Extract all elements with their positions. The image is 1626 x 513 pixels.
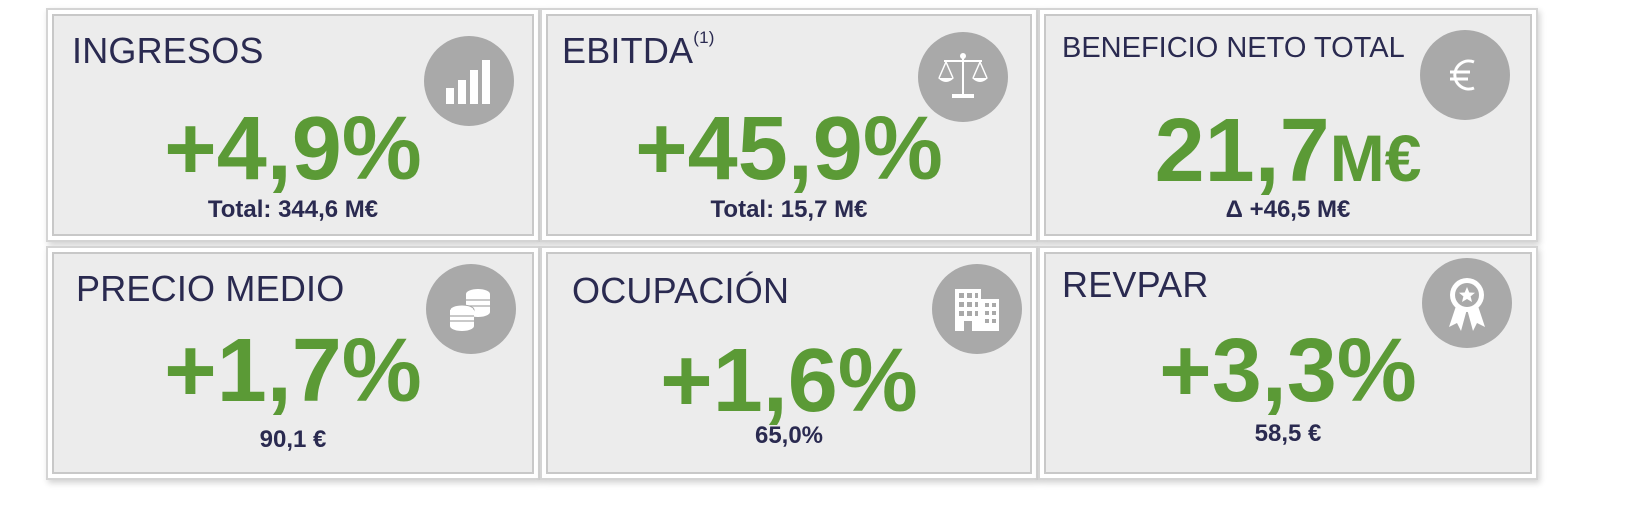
kpi-card-precio-medio: PRECIO MEDIO +1,7% 90,1 € [52,252,534,474]
kpi-subtext: Total: 344,6 M€ [207,196,379,223]
kpi-value: +45,9% [635,99,943,199]
footnote-marker: (1) [693,28,715,47]
kpi-value: +1,7% [164,321,422,421]
building-icon [932,264,1022,354]
card-title: PRECIO MEDIO [76,268,345,309]
kpi-value-number: 21,7 [1154,101,1330,201]
kpi-subtext: Total: 15,7 M€ [710,196,868,223]
kpi-subtext: 65,0% [754,422,824,449]
kpi-card-revpar: REVPAR +3,3% 58,5 € [1044,252,1532,474]
kpi-subtext: 90,1 € [259,426,327,453]
kpi-subtext: 58,5 € [1254,420,1322,447]
card-title: EBITDA(1) [562,28,715,72]
card-title: REVPAR [1062,264,1209,305]
kpi-card-ocupacion: OCUPACIÓN +1,6% 65,0% [546,252,1032,474]
kpi-card-beneficio-neto: BENEFICIO NETO TOTAL 21,7M€ Δ +46,5 M€ [1044,14,1532,236]
kpi-card-ingresos: INGRESOS +4,9% Total: 344,6 M€ [52,14,534,236]
kpi-value-unit: M€ [1329,121,1422,195]
scale-icon [918,32,1008,122]
euro-icon [1420,30,1510,120]
kpi-value: +3,3% [1159,321,1417,421]
card-title-text: EBITDA [562,30,694,71]
card-title: INGRESOS [72,30,264,71]
kpi-card-ebitda: EBITDA(1) +45,9% Total: 15,7 M€ [546,14,1032,236]
kpi-value: 21,7M€ [1046,106,1530,196]
card-title: BENEFICIO NETO TOTAL [1062,32,1405,64]
bar-chart-icon [424,36,514,126]
coins-icon [426,264,516,354]
award-ribbon-icon [1422,258,1512,348]
kpi-subtext: Δ +46,5 M€ [1225,196,1351,223]
kpi-value: +1,6% [660,331,918,431]
card-title: OCUPACIÓN [572,270,790,311]
kpi-value: +4,9% [164,99,422,199]
